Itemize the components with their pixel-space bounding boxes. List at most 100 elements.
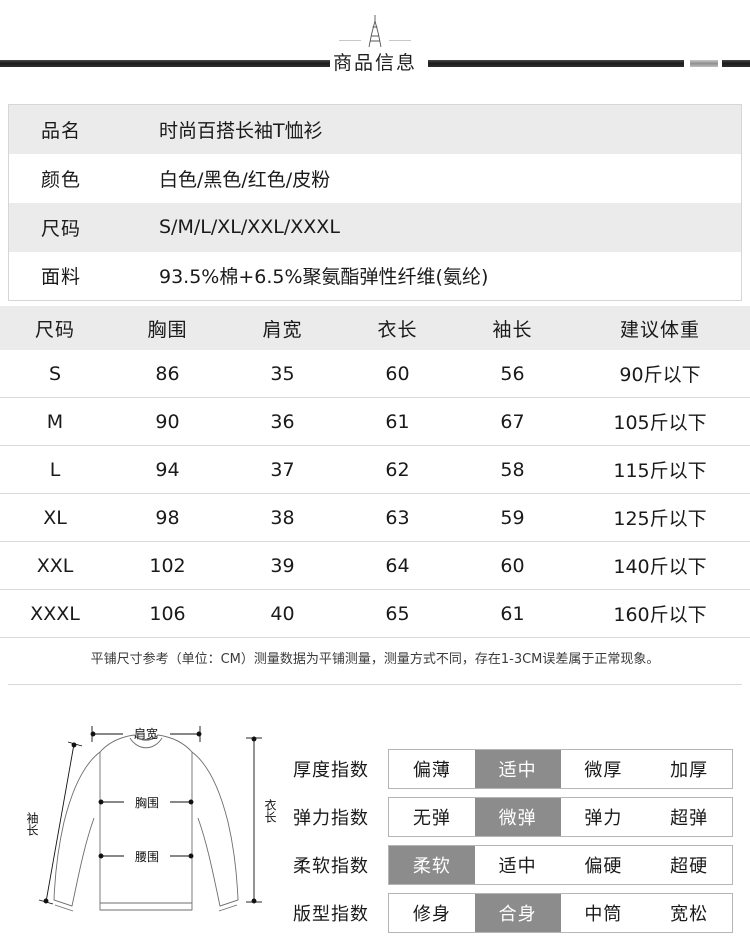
fabric-index-panel: 厚度指数 偏薄 适中 微厚 加厚 弹力指数 无弹 微弹 弹力 超弹 柔软指数 柔…	[293, 748, 733, 940]
column-header-length: 衣长	[340, 306, 455, 350]
cell-length: 62	[385, 458, 410, 481]
diagram-label-length: 衣长	[263, 798, 277, 823]
index-options: 柔软 适中 偏硬 超硬	[388, 845, 733, 885]
cell-size: M	[46, 410, 64, 433]
column-header-weight: 建议体重	[570, 306, 750, 350]
cell-length: 60	[385, 362, 410, 385]
cell-chest: 86	[155, 362, 180, 385]
column-header-size: 尺码	[0, 306, 110, 350]
index-row-thickness: 厚度指数 偏薄 适中 微厚 加厚	[293, 748, 733, 790]
index-option[interactable]: 适中	[498, 856, 537, 877]
index-option-selected[interactable]: 微弹	[474, 798, 561, 836]
cell-chest: 90	[155, 410, 180, 433]
index-option[interactable]: 弹力	[584, 808, 623, 829]
cell-sleeve: 59	[500, 506, 525, 529]
index-row-softness: 柔软指数 柔软 适中 偏硬 超硬	[293, 844, 733, 886]
header-bar-right-c	[722, 60, 750, 67]
cell-weight: 140斤以下	[613, 556, 707, 578]
index-option[interactable]: 无弹	[412, 808, 451, 829]
index-option-selected[interactable]: 柔软	[389, 846, 475, 884]
size-chart-header-row: 尺码 胸围 肩宽 衣长 袖长 建议体重	[0, 306, 750, 350]
info-value: 白色/黑色/红色/皮粉	[159, 168, 331, 191]
cell-length: 61	[385, 410, 410, 433]
index-option-selected[interactable]: 合身	[474, 894, 561, 932]
cell-weight: 105斤以下	[613, 412, 707, 434]
size-chart-table: 尺码 胸围 肩宽 衣长 袖长 建议体重 S 86 35 60 56 90斤以下 …	[0, 306, 750, 638]
cell-shoulder: 38	[270, 506, 295, 529]
cell-sleeve: 58	[500, 458, 525, 481]
measurement-note: 平铺尺寸参考（单位：CM）测量数据为平铺测量，测量方式不同，存在1-3CM误差属…	[90, 652, 660, 667]
section-header: 商品信息	[0, 0, 750, 96]
index-row-elasticity: 弹力指数 无弹 微弹 弹力 超弹	[293, 796, 733, 838]
table-row: L 94 37 62 58 115斤以下	[0, 446, 750, 494]
column-header-shoulder: 肩宽	[225, 306, 340, 350]
column-header-chest: 胸围	[110, 306, 225, 350]
column-header-sleeve: 袖长	[455, 306, 570, 350]
index-options: 偏薄 适中 微厚 加厚	[388, 749, 733, 789]
page-title: 商品信息	[332, 52, 417, 74]
index-option[interactable]: 超硬	[670, 856, 709, 877]
table-row: 品名 时尚百搭长袖T恤衫	[8, 104, 742, 154]
index-option-selected[interactable]: 适中	[474, 750, 561, 788]
cell-length: 65	[385, 602, 410, 625]
cell-weight: 125斤以下	[613, 508, 707, 530]
cell-chest: 94	[155, 458, 180, 481]
index-row-fit: 版型指数 修身 合身 中筒 宽松	[293, 892, 733, 934]
table-row: XXXL 106 40 65 61 160斤以下	[0, 590, 750, 638]
cell-length: 63	[385, 506, 410, 529]
header-bar-right-a	[428, 60, 684, 67]
cell-shoulder: 39	[270, 554, 295, 577]
index-options: 修身 合身 中筒 宽松	[388, 893, 733, 933]
cell-shoulder: 35	[270, 362, 295, 385]
cell-size: S	[48, 362, 62, 385]
cell-weight: 160斤以下	[613, 604, 707, 626]
cell-size: XL	[43, 506, 67, 529]
index-label: 柔软指数	[293, 856, 369, 877]
cell-weight: 90斤以下	[619, 364, 701, 386]
cell-sleeve: 60	[500, 554, 525, 577]
info-value: S/M/L/XL/XXL/XXXL	[159, 216, 340, 238]
cell-weight: 115斤以下	[613, 460, 707, 482]
cell-sleeve: 67	[500, 410, 525, 433]
diagram-label-sleeve: 袖长	[25, 811, 39, 836]
index-option[interactable]: 宽松	[670, 904, 709, 925]
info-label: 品名	[41, 119, 82, 142]
table-row: S 86 35 60 56 90斤以下	[0, 350, 750, 398]
diagram-label-waist: 腰围	[135, 850, 159, 864]
header-bar-left	[0, 60, 330, 67]
cell-size: XXL	[36, 554, 74, 577]
eiffel-tower-icon	[368, 15, 382, 48]
garment-measurement-diagram: 肩宽 胸围 腰围 袖长 衣长	[25, 726, 277, 912]
product-info-table: 品名 时尚百搭长袖T恤衫 颜色 白色/黑色/红色/皮粉 尺码 S/M/L/XL/…	[8, 104, 742, 301]
index-option[interactable]: 偏硬	[584, 856, 623, 877]
cell-size: XXXL	[30, 602, 80, 625]
header-bar-right-b	[690, 60, 718, 67]
diagram-label-chest: 胸围	[135, 795, 159, 810]
index-option[interactable]: 修身	[412, 904, 451, 925]
size-chart-body: S 86 35 60 56 90斤以下 M 90 36 61 67 105斤以下…	[0, 350, 750, 638]
index-option[interactable]: 微厚	[584, 760, 623, 781]
index-label: 厚度指数	[293, 760, 369, 781]
cell-size: L	[49, 458, 61, 481]
table-row: M 90 36 61 67 105斤以下	[0, 398, 750, 446]
info-value: 时尚百搭长袖T恤衫	[159, 119, 323, 142]
info-label: 面料	[41, 266, 82, 289]
index-label: 版型指数	[293, 904, 369, 925]
info-label: 尺码	[41, 217, 82, 240]
cell-sleeve: 61	[500, 602, 525, 625]
table-row: 面料 93.5%棉+6.5%聚氨酯弹性纤维(氨纶)	[9, 252, 742, 301]
index-options: 无弹 微弹 弹力 超弹	[388, 797, 733, 837]
index-option[interactable]: 超弹	[670, 808, 709, 829]
cell-chest: 102	[149, 554, 186, 577]
index-option[interactable]: 加厚	[670, 760, 709, 781]
index-label: 弹力指数	[293, 808, 369, 829]
table-row: 颜色 白色/黑色/红色/皮粉	[9, 154, 742, 203]
header-decor-line-left	[339, 40, 361, 41]
header-decor-line-right	[389, 40, 411, 41]
cell-shoulder: 40	[270, 602, 295, 625]
index-option[interactable]: 中筒	[584, 904, 623, 925]
info-label: 颜色	[41, 168, 82, 191]
info-value: 93.5%棉+6.5%聚氨酯弹性纤维(氨纶)	[159, 266, 489, 289]
index-option[interactable]: 偏薄	[412, 760, 451, 781]
